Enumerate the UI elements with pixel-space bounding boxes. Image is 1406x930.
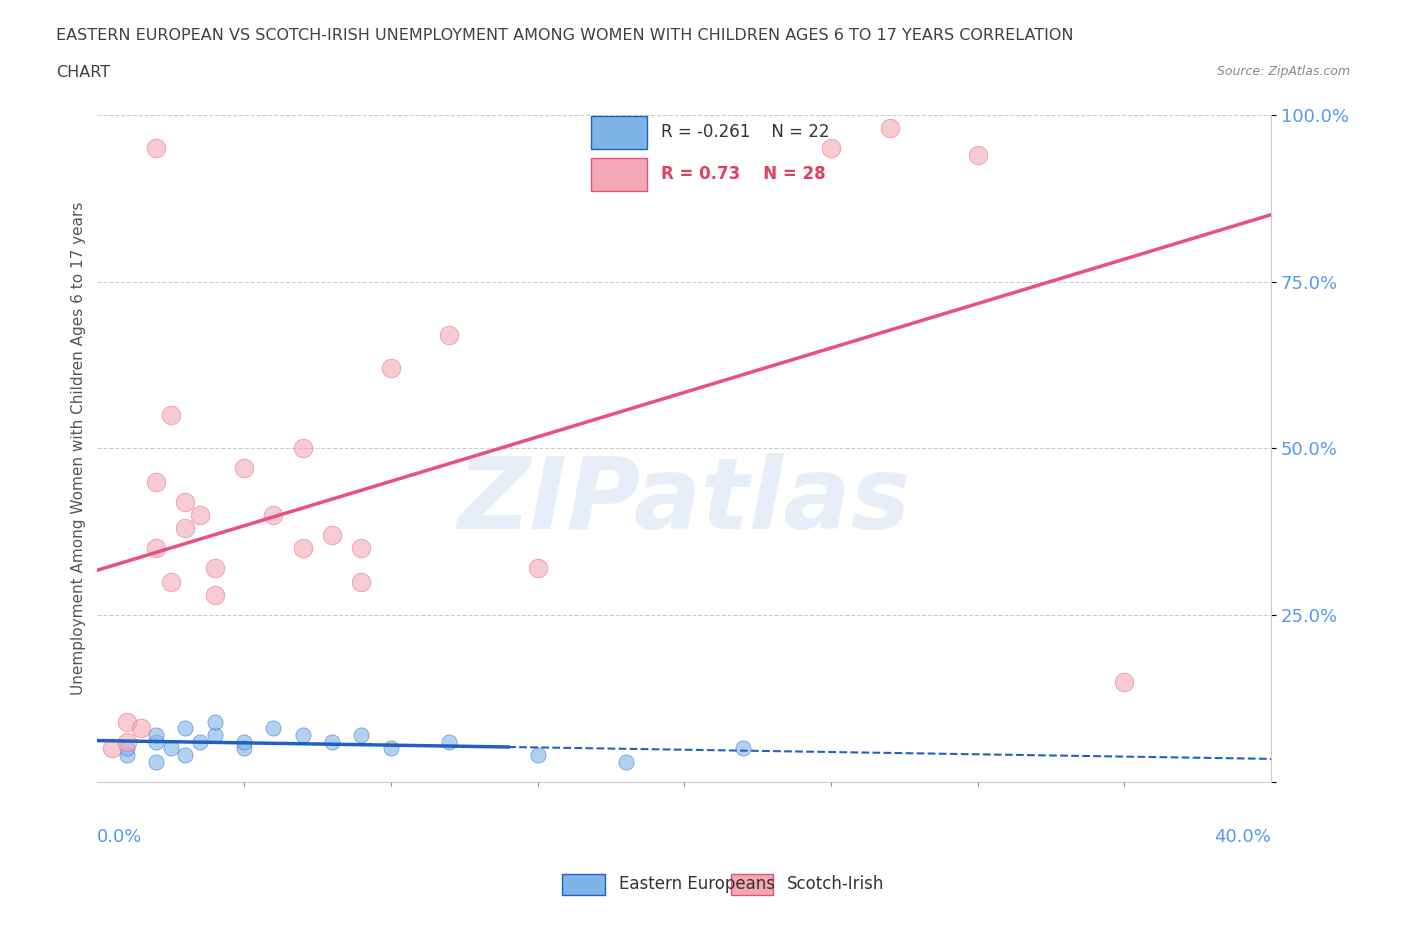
Point [115,735,138,750]
Point [188,735,211,750]
Y-axis label: Unemployment Among Women with Children Ages 6 to 17 years: Unemployment Among Women with Children A… [72,202,86,695]
Point [159,741,181,756]
Point [145,727,167,742]
Text: 40.0%: 40.0% [1215,829,1271,846]
Point [321,527,343,542]
Text: Eastern Europeans: Eastern Europeans [619,874,775,893]
Text: R = 0.73    N = 28: R = 0.73 N = 28 [661,165,825,183]
Point [115,714,138,729]
Point [174,494,197,509]
Point [115,741,138,756]
Point [174,521,197,536]
Point [145,541,167,556]
Point [159,407,181,422]
Text: Source: ZipAtlas.com: Source: ZipAtlas.com [1216,65,1350,78]
Point [145,474,167,489]
Point [966,148,988,163]
Text: CHART: CHART [56,65,110,80]
Text: ZIPatlas: ZIPatlas [458,453,911,551]
Point [233,741,256,756]
Point [380,741,402,756]
Point [204,588,226,603]
Point [101,741,124,756]
Point [526,748,548,763]
Point [820,141,842,156]
Point [350,541,373,556]
Point [439,735,461,750]
Point [321,735,343,750]
Point [145,735,167,750]
Point [262,721,284,736]
Point [291,441,314,456]
Point [131,721,153,736]
Point [291,541,314,556]
Text: 0.0%: 0.0% [97,829,143,846]
Text: R = -0.261    N = 22: R = -0.261 N = 22 [661,123,830,141]
Point [204,714,226,729]
Point [233,461,256,476]
Point [350,575,373,590]
Text: EASTERN EUROPEAN VS SCOTCH-IRISH UNEMPLOYMENT AMONG WOMEN WITH CHILDREN AGES 6 T: EASTERN EUROPEAN VS SCOTCH-IRISH UNEMPLO… [56,28,1074,43]
Point [204,561,226,576]
Point [614,754,637,769]
Point [233,735,256,750]
Point [526,561,548,576]
Point [174,748,197,763]
Point [350,727,373,742]
Point [204,727,226,742]
Point [145,141,167,156]
Point [731,741,754,756]
Point [115,748,138,763]
Point [291,727,314,742]
Point [439,327,461,342]
Point [188,508,211,523]
Point [262,508,284,523]
Point [145,754,167,769]
Point [174,721,197,736]
Point [380,361,402,376]
Text: Scotch-Irish: Scotch-Irish [787,874,884,893]
Point [1114,674,1136,689]
Point [879,121,901,136]
Point [159,575,181,590]
